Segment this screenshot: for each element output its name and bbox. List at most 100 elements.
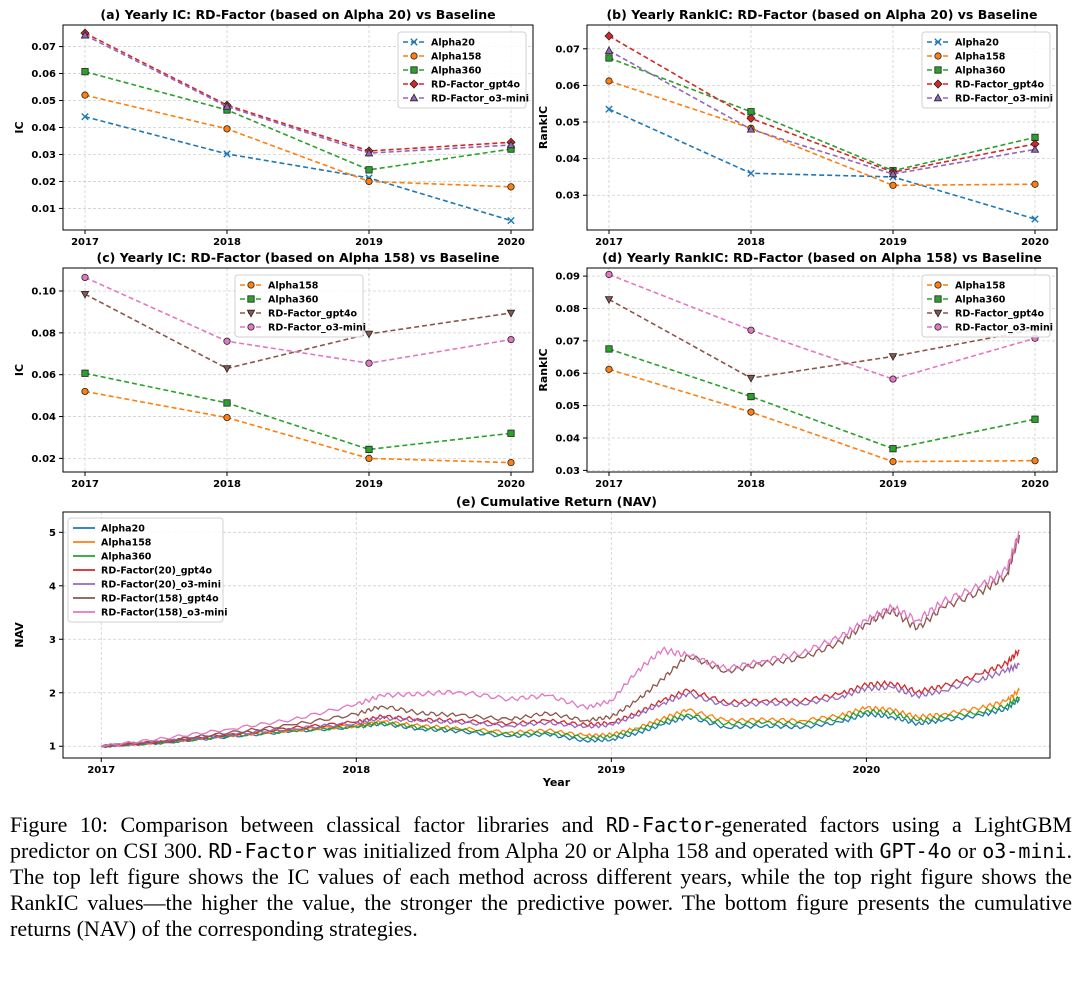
- x-tick-label: 2017: [71, 237, 99, 248]
- y-tick-label: 4: [49, 581, 56, 592]
- data-point: [746, 113, 756, 123]
- legend-label: RD-Factor_o3-mini: [955, 94, 1053, 105]
- series-line: [84, 32, 512, 152]
- series-line: [101, 534, 1021, 748]
- series-line: [84, 372, 512, 451]
- y-tick-label: 0.07: [31, 42, 56, 53]
- data-point: [746, 124, 756, 133]
- y-tick-label: 0.04: [31, 123, 56, 134]
- series-alpha360: [81, 68, 515, 174]
- y-axis-label: IC: [13, 364, 26, 376]
- legend-label: Alpha360: [268, 295, 319, 306]
- legend-label: RD-Factor_o3-mini: [955, 323, 1053, 334]
- series-rd-factor-o3-mini: [604, 45, 1040, 178]
- y-tick-label: 5: [49, 528, 56, 539]
- x-tick-label: 2020: [1021, 479, 1049, 490]
- legend: Alpha158 Alpha360 RD-Factor_gpt4o RD-Factor…: [234, 274, 366, 338]
- chart-title: (c) Yearly IC: RD-Factor (based on Alpha…: [97, 250, 500, 265]
- chart-panel-1: 0.01 0.02 0.03 0.04 0.05 0.06 0.07 2017 2018 2019…: [13, 7, 534, 248]
- data-point: [507, 335, 515, 344]
- legend: Alpha20 Alpha158 Alpha360 RD-Factor_gpt4o RD…: [397, 31, 529, 109]
- data-point: [223, 413, 231, 422]
- series-line: [608, 80, 1036, 187]
- data-point: [934, 66, 942, 74]
- data-point: [934, 295, 942, 303]
- series-rd-factor-gpt4o: [604, 31, 1040, 177]
- data-point: [605, 365, 613, 373]
- y-tick-label: 0.03: [555, 466, 580, 477]
- data-point: [247, 323, 255, 331]
- data-point: [933, 79, 943, 89]
- y-tick-label: 0.04: [555, 154, 580, 165]
- data-point: [604, 31, 614, 41]
- series-line: [84, 70, 512, 171]
- x-tick-label: 2017: [71, 479, 99, 490]
- y-tick-label: 0.01: [31, 204, 56, 215]
- legend-label: Alpha158: [431, 52, 482, 63]
- data-point: [364, 330, 374, 339]
- data-point: [365, 166, 373, 174]
- caption-text: Figure 10: Comparison between classical …: [10, 812, 606, 837]
- series-line: [608, 57, 1036, 172]
- y-tick-label: 0.09: [555, 272, 580, 283]
- series-line: [84, 115, 512, 222]
- data-point: [223, 150, 231, 158]
- caption-text: or: [951, 838, 983, 863]
- data-point: [605, 54, 613, 62]
- legend-label: Alpha360: [955, 295, 1006, 306]
- y-tick-label: 0.08: [555, 304, 580, 315]
- y-tick-label: 0.05: [555, 118, 580, 129]
- data-point: [747, 169, 755, 177]
- data-point: [1031, 215, 1039, 223]
- y-tick-label: 0.02: [31, 454, 56, 465]
- y-tick-label: 2: [49, 688, 56, 699]
- series-alpha360: [605, 345, 1039, 453]
- legend-label: Alpha360: [431, 66, 482, 77]
- data-point: [746, 374, 756, 383]
- series-line: [101, 695, 1021, 748]
- legend: Alpha20 Alpha158 Alpha360 RD-Factor(20)_gpt…: [67, 517, 228, 623]
- x-tick-label: 2020: [1021, 237, 1049, 248]
- legend-label: Alpha360: [101, 552, 152, 563]
- data-point: [410, 66, 418, 74]
- plot-frame: [62, 267, 534, 473]
- series-alpha158: [81, 91, 515, 191]
- data-point: [933, 309, 943, 318]
- y-tick-label: 0.06: [31, 370, 56, 381]
- legend-label: Alpha158: [268, 281, 319, 292]
- data-point: [81, 369, 89, 377]
- data-point: [81, 113, 89, 121]
- data-point: [81, 68, 89, 76]
- y-tick-label: 0.04: [31, 412, 56, 423]
- chart-title: (e) Cumulative Return (NAV): [456, 494, 657, 509]
- data-point: [247, 281, 255, 289]
- caption-code: GPT-4o: [879, 839, 952, 863]
- chart-panel-4: 0.03 0.04 0.05 0.06 0.07 0.08 0.09 2017 2018 2019…: [537, 250, 1058, 490]
- legend-label: RD-Factor_gpt4o: [955, 80, 1045, 91]
- data-point: [365, 454, 373, 462]
- data-point: [747, 326, 755, 334]
- data-point: [934, 323, 942, 331]
- y-tick-label: 3: [49, 635, 56, 646]
- caption-code: RD-Factor: [208, 839, 317, 863]
- y-axis-label: RankIC: [537, 106, 550, 149]
- x-tick-label: 2018: [342, 765, 370, 776]
- figure-10: 0.01 0.02 0.03 0.04 0.05 0.06 0.07 2017 2018 2019…: [13, 7, 1058, 789]
- x-tick-label: 2019: [879, 237, 907, 248]
- data-point: [81, 387, 89, 396]
- series-alpha158: [605, 365, 1039, 466]
- y-tick-label: 0.06: [555, 81, 580, 92]
- data-point: [889, 458, 897, 466]
- data-point: [605, 105, 613, 113]
- caption-text: -generated factors using a LightGBM pred…: [10, 812, 1072, 863]
- legend: Alpha20 Alpha158 Alpha360 RD-Factor_gpt4o RD…: [921, 31, 1053, 109]
- data-point: [1031, 180, 1039, 188]
- caption-code: o3-mini: [982, 839, 1067, 863]
- data-point: [506, 309, 516, 318]
- y-tick-label: 0.03: [31, 150, 56, 161]
- x-tick-label: 2020: [497, 479, 525, 490]
- data-point: [747, 392, 755, 401]
- legend-box: [397, 31, 527, 109]
- x-tick-label: 2018: [737, 237, 765, 248]
- data-point: [1030, 144, 1040, 153]
